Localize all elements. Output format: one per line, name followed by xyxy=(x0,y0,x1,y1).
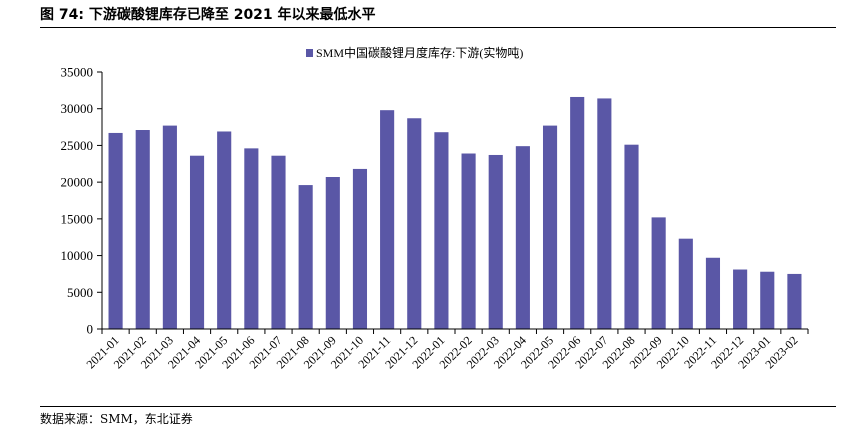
bar-2022-07 xyxy=(597,98,612,330)
bar-2023-02 xyxy=(787,273,802,329)
title-rule xyxy=(40,27,836,28)
bar-2021-08 xyxy=(298,185,313,329)
y-tick-label-15000: 15000 xyxy=(61,211,94,226)
bar-2021-11 xyxy=(380,110,395,330)
figure-title: 图 74: 下游碳酸锂库存已降至 2021 年以来最低水平 xyxy=(40,7,376,23)
y-tick-label-35000: 35000 xyxy=(61,65,94,80)
y-tick-label-5000: 5000 xyxy=(67,285,93,300)
bar-2021-06 xyxy=(244,148,259,329)
bar-2021-07 xyxy=(271,155,286,329)
bar-2023-01 xyxy=(760,271,775,329)
bar-2021-12 xyxy=(407,118,422,329)
bar-2022-11 xyxy=(705,257,721,329)
bar-2022-09 xyxy=(651,217,666,329)
bar-2022-04 xyxy=(515,146,530,329)
bar-2021-05 xyxy=(217,131,232,329)
bar-2021-01 xyxy=(108,132,123,329)
bar-2022-03 xyxy=(488,154,503,329)
bar-2022-12 xyxy=(733,269,748,329)
y-tick-label-25000: 25000 xyxy=(61,138,94,153)
bar-2022-08 xyxy=(624,144,639,329)
bar-2021-03 xyxy=(162,125,177,329)
bar-2022-06 xyxy=(570,96,585,329)
source-note: 数据来源：SMM，东北证券 xyxy=(40,412,193,426)
y-tick-label-0: 0 xyxy=(87,322,94,337)
bar-2022-10 xyxy=(678,238,693,329)
y-tick-label-30000: 30000 xyxy=(61,101,94,116)
source-rule xyxy=(40,406,836,407)
bar-2021-04 xyxy=(189,155,205,329)
bar-2021-09 xyxy=(325,177,340,329)
bar-2021-10 xyxy=(352,168,368,329)
legend-label: SMM中国碳酸锂月度库存:下游(实物吨) xyxy=(316,45,523,60)
bar-2022-02 xyxy=(461,153,476,329)
bar-2022-05 xyxy=(542,125,558,329)
bar-2022-01 xyxy=(434,132,449,329)
y-tick-label-10000: 10000 xyxy=(61,248,94,263)
legend-swatch xyxy=(306,49,313,57)
bar-2021-02 xyxy=(135,130,150,329)
y-tick-label-20000: 20000 xyxy=(61,175,94,190)
